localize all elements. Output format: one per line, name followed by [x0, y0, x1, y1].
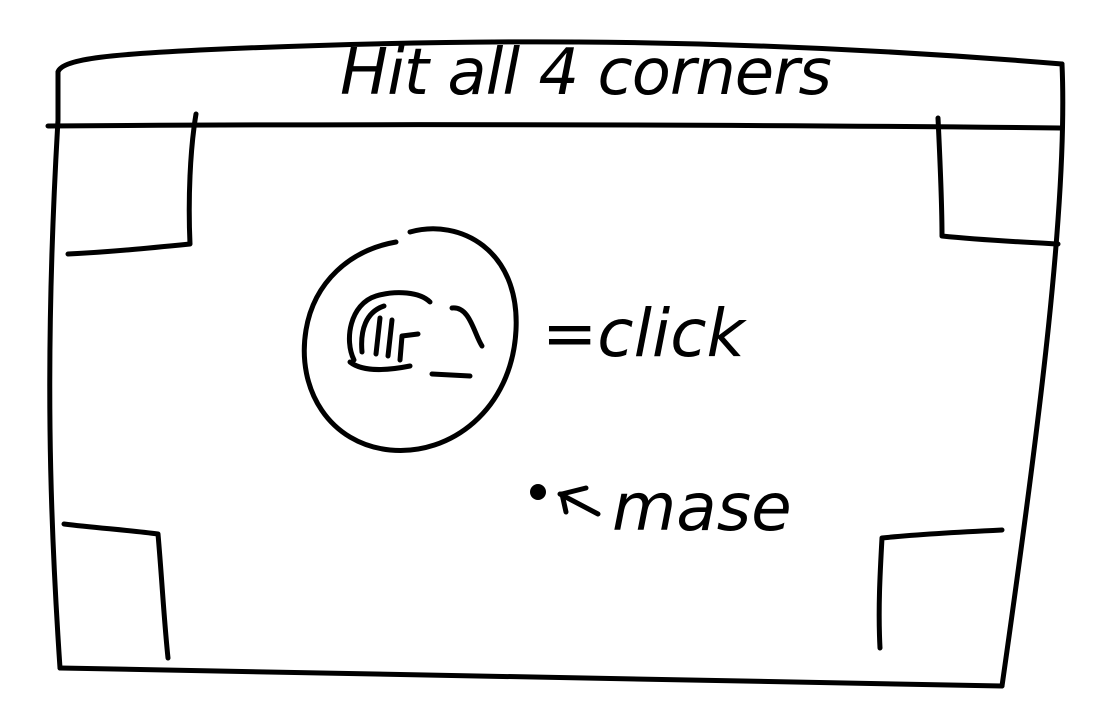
hand-click-icon [301, 226, 519, 454]
corner-target-top-right[interactable] [935, 115, 1061, 247]
corner-target-top-left[interactable] [65, 111, 199, 257]
corner-target-bottom-right[interactable] [876, 527, 1005, 651]
title-bar: Hit all 4 corners [45, 36, 1063, 131]
screen-frame [47, 39, 1066, 689]
click-legend: =click [301, 226, 748, 454]
mouse-label: mase [612, 469, 792, 546]
title-bar-divider [45, 122, 1063, 131]
corner-target-bottom-left[interactable] [61, 521, 171, 661]
click-label: =click [542, 295, 748, 372]
mouse-cursor-icon [530, 484, 546, 500]
mouse-legend: mase [530, 469, 792, 546]
page-title: Hit all 4 corners [340, 36, 831, 110]
arrow-icon [557, 485, 601, 517]
